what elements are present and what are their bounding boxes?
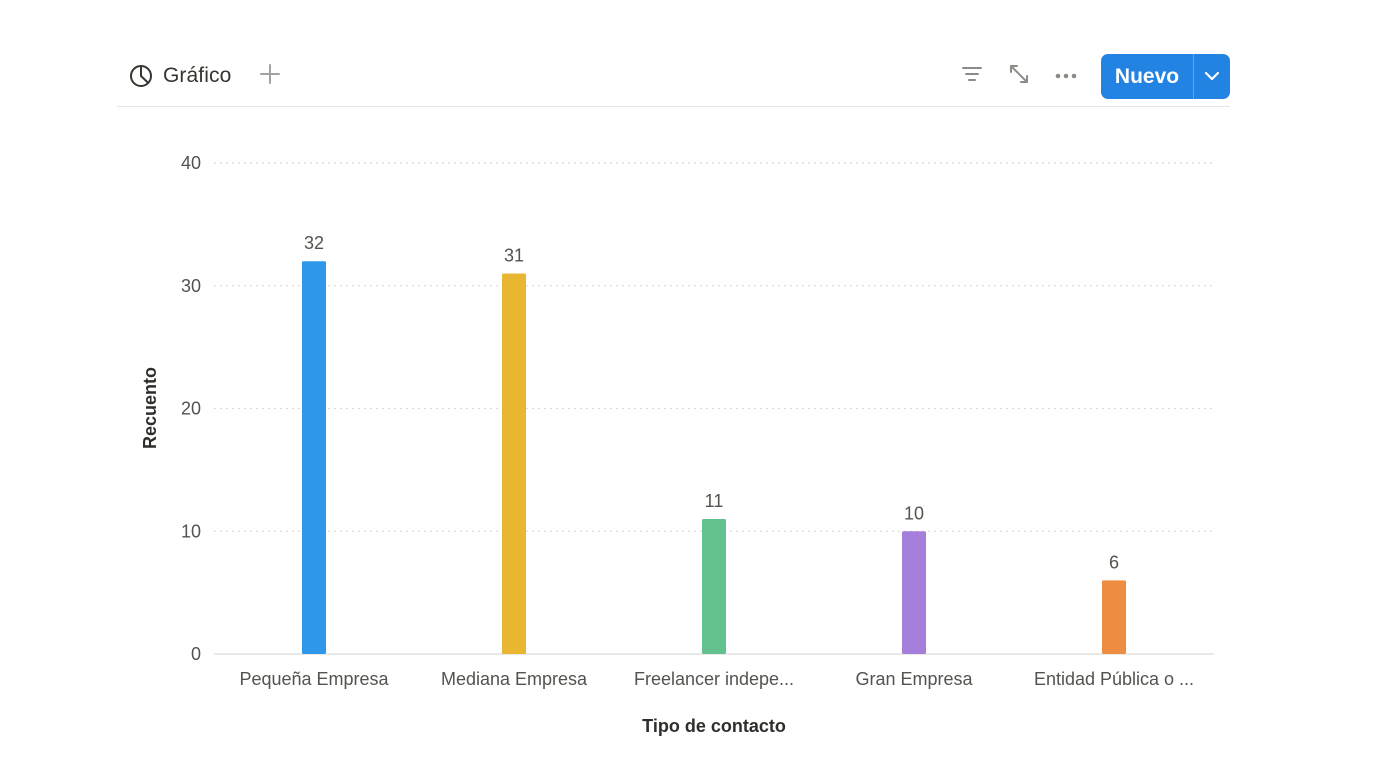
filter-icon [961,65,983,88]
add-view-button[interactable] [257,63,283,89]
bar-value-label: 31 [504,245,524,265]
more-options-button[interactable] [1052,63,1080,89]
view-tab-chart[interactable]: Gráfico [129,63,231,89]
bar-value-label: 11 [705,491,724,511]
x-tick-label: Gran Empresa [855,669,973,689]
y-tick-label: 30 [181,276,201,296]
bar[interactable] [502,273,526,654]
bar[interactable] [902,531,926,654]
expand-icon [1008,63,1030,90]
x-tick-label: Freelancer indepe... [634,669,794,689]
new-dropdown-button[interactable] [1194,54,1230,99]
bar[interactable] [702,518,726,654]
view-title: Gráfico [163,64,232,87]
x-tick-label: Mediana Empresa [441,669,588,689]
y-axis-title: Recuento [140,367,160,449]
x-axis-title: Tipo de contacto [642,716,786,736]
x-tick-label: Entidad Pública o ... [1034,669,1194,689]
y-tick-label: 10 [181,521,201,541]
bar-value-label: 32 [304,233,324,253]
chart-bars [302,261,1126,654]
x-tick-label: Pequeña Empresa [239,669,389,689]
y-tick-label: 20 [181,399,201,419]
y-tick-label: 0 [191,644,201,664]
plus-icon [259,63,281,90]
more-horizontal-icon [1054,67,1078,85]
pie-chart-icon [129,64,153,88]
new-button-group: Nuevo [1101,54,1230,99]
bar[interactable] [1102,580,1126,654]
chevron-down-icon [1204,68,1220,86]
y-tick-label: 40 [181,153,201,173]
button-divider [1193,54,1194,99]
view-toolbar: Gráfico [117,52,1230,107]
bar-value-label: 10 [904,503,924,523]
expand-button[interactable] [1005,63,1033,89]
bar-value-label: 6 [1109,552,1119,572]
bar[interactable] [302,261,326,654]
chart-labels: 0 10 20 30 40 32 Pequeña Empresa 31 Mediana Empr… [181,153,1194,689]
filter-button[interactable] [958,63,986,89]
new-button[interactable]: Nuevo [1114,64,1180,88]
